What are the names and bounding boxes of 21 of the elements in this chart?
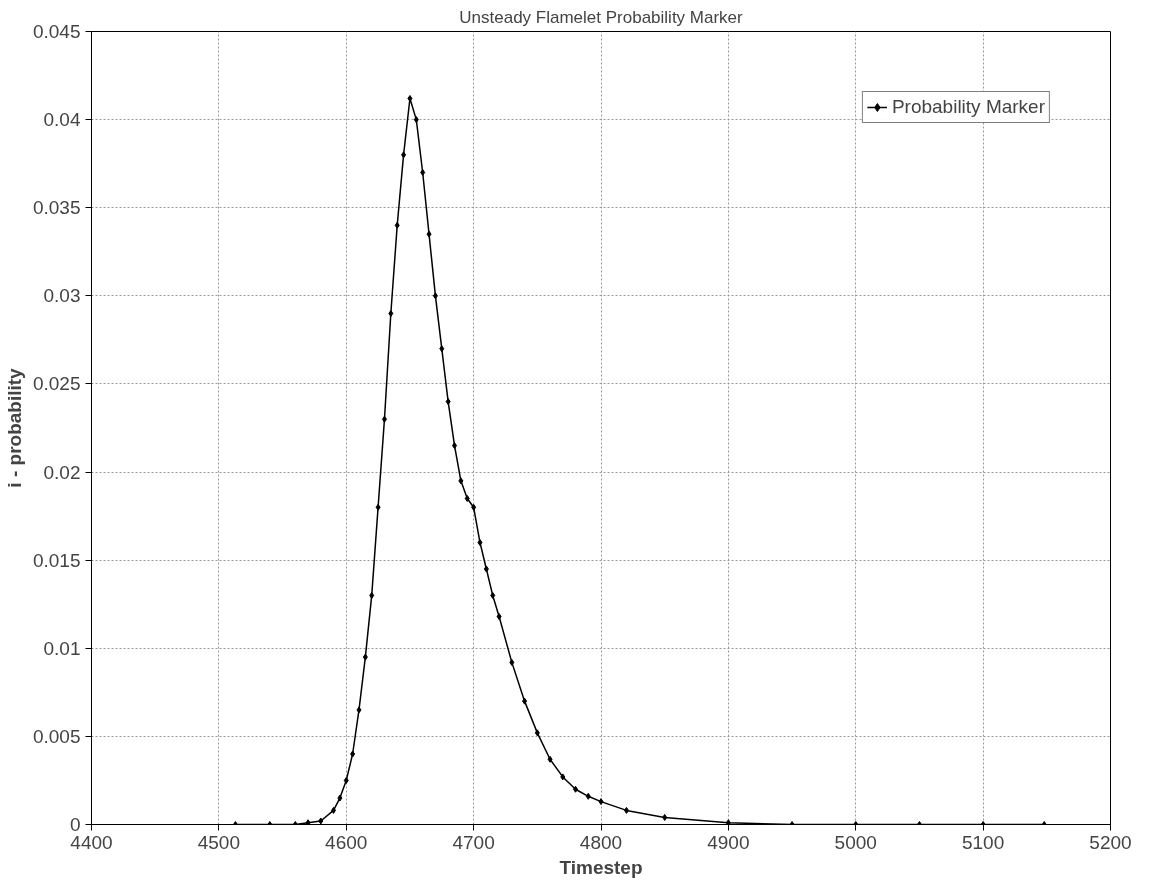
legend-label: Probability Marker: [891, 96, 1045, 118]
y-tick-label: 0.005: [32, 725, 81, 747]
x-axis-title: Timestep: [559, 856, 643, 878]
y-tick-label: 0.035: [32, 197, 81, 219]
x-tick-label: 4500: [197, 831, 241, 853]
y-tick-label: 0.03: [43, 285, 81, 307]
x-tick-label: 4700: [452, 831, 495, 853]
y-axis-title: i - probability: [3, 367, 25, 488]
x-tick-label: 5200: [1089, 831, 1132, 853]
x-tick-label: 5100: [961, 831, 1005, 853]
x-tick-label: 4800: [579, 831, 623, 853]
chart-title: Unsteady Flamelet Probability Marker: [459, 7, 744, 27]
x-tick-label: 5000: [834, 831, 877, 853]
y-tick-label: 0.045: [32, 21, 81, 42]
y-tick-label: 0.04: [43, 109, 81, 131]
x-tick-label: 4600: [325, 831, 368, 853]
y-tick-label: 0.015: [32, 549, 81, 571]
y-tick-label: 0.02: [43, 461, 81, 483]
x-tick-label: 4900: [707, 831, 750, 853]
y-tick-label: 0.01: [43, 637, 81, 659]
y-tick-label: 0.025: [32, 373, 81, 395]
